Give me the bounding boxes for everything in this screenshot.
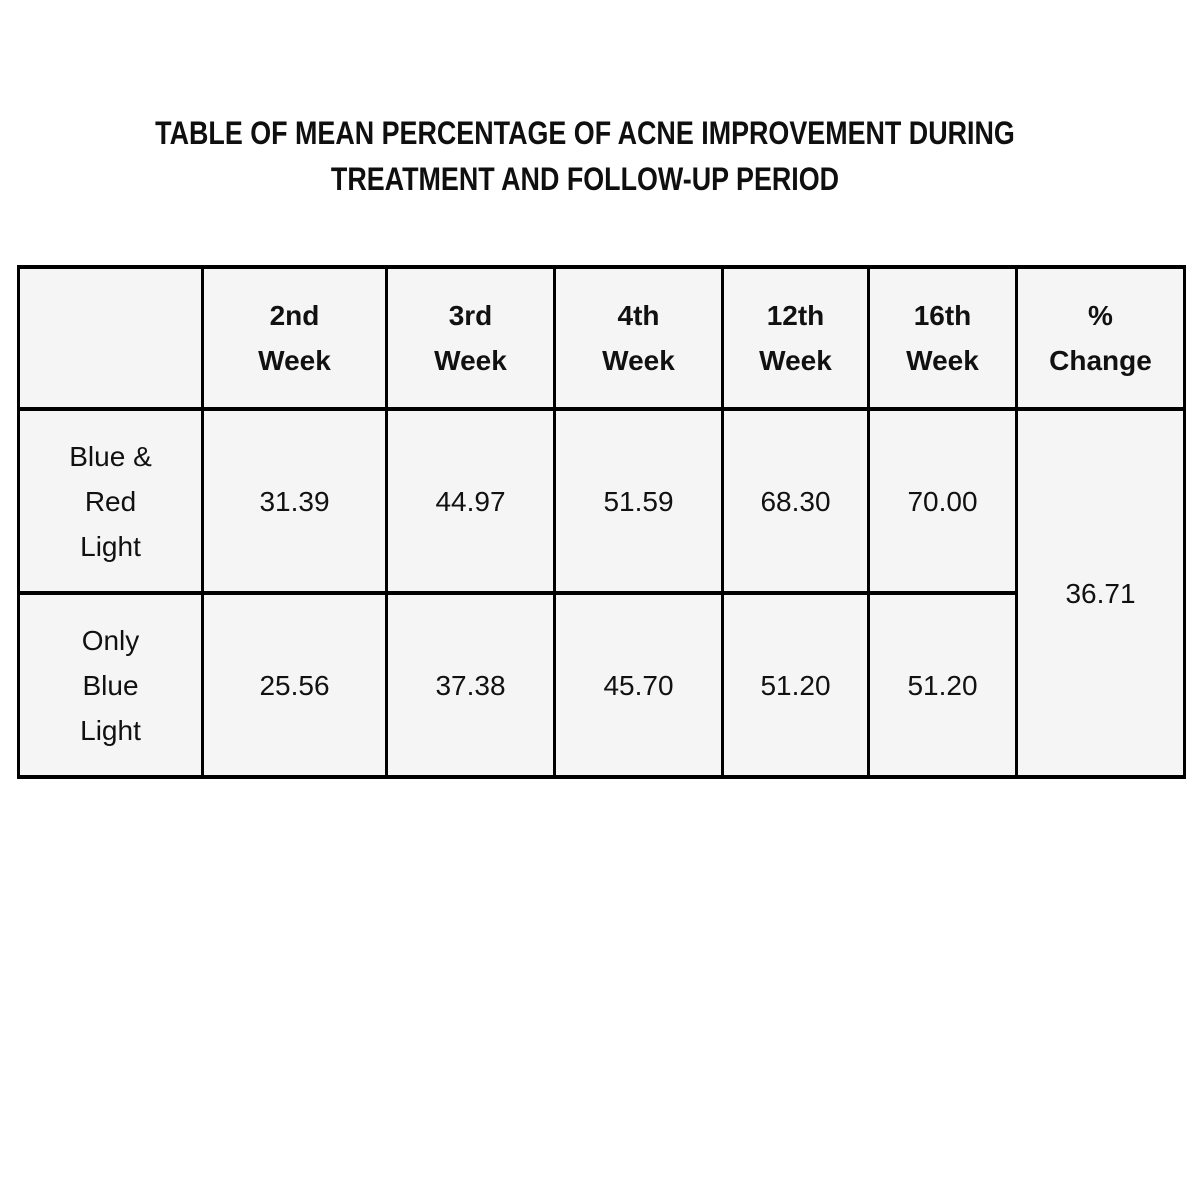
header-cell-2nd-week: 2nd Week xyxy=(201,265,388,411)
value-cell: 51.20 xyxy=(867,591,1018,779)
value-cell: 25.56 xyxy=(201,591,388,779)
value-cell: 44.97 xyxy=(385,407,556,595)
header-cell-pct-change: % Change xyxy=(1015,265,1186,411)
page-title: TABLE OF MEAN PERCENTAGE OF ACNE IMPROVE… xyxy=(94,110,1077,202)
header-cell-16th-week: 16th Week xyxy=(867,265,1018,411)
value-cell: 31.39 xyxy=(201,407,388,595)
row-label-only-blue-light: Only Blue Light xyxy=(17,591,204,779)
acne-improvement-table: 2nd Week 3rd Week 4th Week 12th Week 16t… xyxy=(17,265,1186,779)
table-row-blue-red-light: Blue & Red Light 31.39 44.97 51.59 68.30… xyxy=(17,407,1186,779)
header-cell-3rd-week: 3rd Week xyxy=(385,265,556,411)
value-cell: 51.59 xyxy=(553,407,724,595)
page-title-line-1: TABLE OF MEAN PERCENTAGE OF ACNE IMPROVE… xyxy=(155,115,1015,151)
value-cell: 45.70 xyxy=(553,591,724,779)
value-cell: 37.38 xyxy=(385,591,556,779)
merged-pct-change-cell: 36.71 xyxy=(1015,407,1186,779)
table-header-row: 2nd Week 3rd Week 4th Week 12th Week 16t… xyxy=(17,265,1186,411)
page-title-line-2: TREATMENT AND FOLLOW-UP PERIOD xyxy=(330,161,840,197)
table-row-only-blue-light: Only Blue Light 25.56 37.38 45.70 51.20 … xyxy=(17,591,1185,779)
header-cell-4th-week: 4th Week xyxy=(553,265,724,411)
value-cell: 51.20 xyxy=(721,591,870,779)
header-cell-blank xyxy=(17,265,204,411)
value-cell: 70.00 xyxy=(867,407,1018,595)
value-cell: 68.30 xyxy=(721,407,870,595)
header-cell-12th-week: 12th Week xyxy=(721,265,870,411)
row-label-blue-red-light: Blue & Red Light xyxy=(17,407,204,595)
